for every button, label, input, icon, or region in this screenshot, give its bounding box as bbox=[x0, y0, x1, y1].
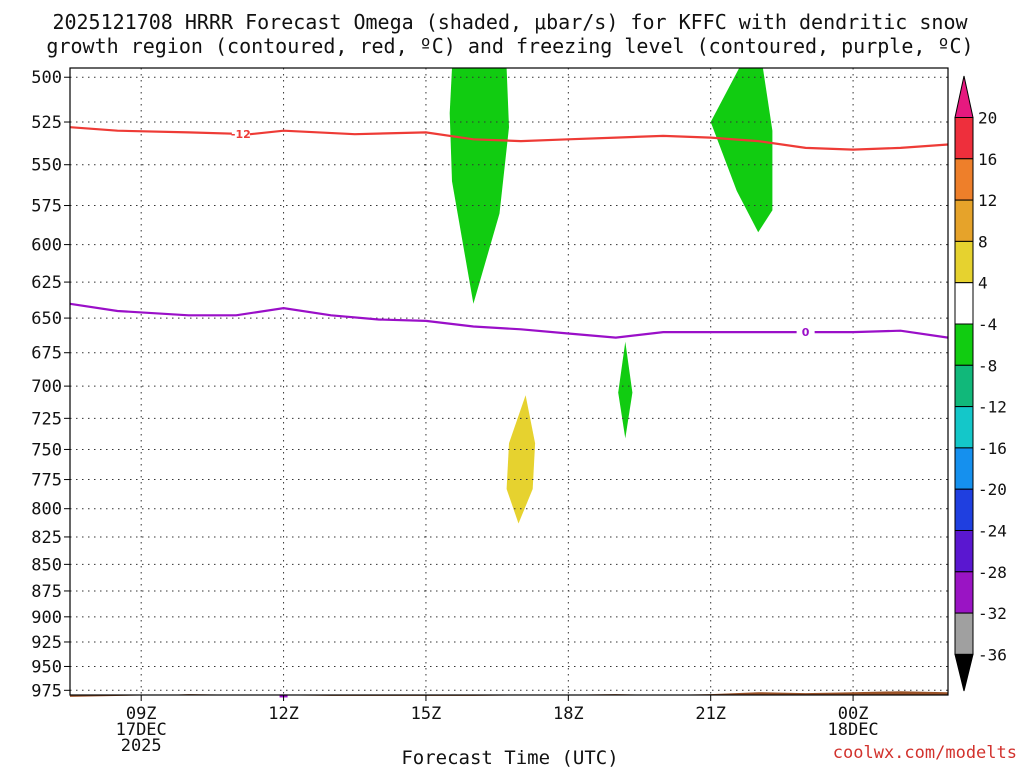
y-tick-label: 725 bbox=[31, 409, 62, 429]
y-tick-label: 500 bbox=[31, 68, 62, 88]
y-tick-label: 650 bbox=[31, 309, 62, 329]
y-tick-label: 950 bbox=[31, 657, 62, 677]
colorbar-swatch bbox=[954, 406, 974, 449]
y-tick-label: 775 bbox=[31, 471, 62, 491]
colorbar-label: -32 bbox=[978, 604, 1007, 623]
colorbar-swatch bbox=[954, 447, 974, 490]
y-tick-label: 850 bbox=[31, 555, 62, 575]
colorbar-swatch bbox=[954, 240, 974, 284]
omega-region-1 bbox=[449, 68, 509, 304]
y-tick-label: 825 bbox=[31, 528, 62, 548]
colorbar-label: 20 bbox=[978, 109, 997, 128]
x-tick-label: 09Z bbox=[126, 704, 157, 724]
terrain bbox=[70, 691, 948, 697]
y-tick-label: 800 bbox=[31, 500, 62, 520]
x-tick-label: 21Z bbox=[695, 704, 726, 724]
colorbar-label: 4 bbox=[978, 274, 988, 293]
y-tick-label: 600 bbox=[31, 236, 62, 256]
chart-title-line2: growth region (contoured, red, ºC) and f… bbox=[46, 34, 973, 58]
x-tick-label: 2025 bbox=[121, 736, 162, 756]
plot-frame bbox=[69, 67, 949, 696]
colorbar-swatch bbox=[954, 364, 974, 408]
colorbar-swatch bbox=[954, 158, 974, 201]
x-tick-label: 17DEC bbox=[116, 720, 167, 740]
colorbar-label: 16 bbox=[978, 150, 997, 169]
y-tick-label: 575 bbox=[31, 197, 62, 217]
contour-label: 0 bbox=[802, 326, 810, 339]
x-tick-label: 00Z bbox=[838, 704, 869, 724]
x-tick-label: 18DEC bbox=[827, 720, 878, 740]
colorbar-label: -8 bbox=[978, 356, 997, 375]
y-tick-label: 875 bbox=[31, 582, 62, 602]
credit-text: coolwx.com/modelts bbox=[833, 743, 1017, 763]
y-tick-label: 900 bbox=[31, 608, 62, 628]
colorbar-label: -12 bbox=[978, 398, 1007, 417]
y-tick-label: 525 bbox=[31, 113, 62, 133]
colorbar-top-arrow bbox=[954, 75, 974, 118]
colorbar-swatch bbox=[954, 323, 974, 366]
colorbar-label: -36 bbox=[978, 645, 1007, 664]
colorbar-bottom-arrow bbox=[954, 653, 974, 692]
colorbar-swatch bbox=[954, 199, 974, 242]
x-tick-label: 18Z bbox=[553, 704, 584, 724]
y-tick-label: 625 bbox=[31, 273, 62, 293]
y-tick-label: 700 bbox=[31, 377, 62, 397]
contour-dendritic bbox=[69, 126, 949, 151]
colorbar-swatch bbox=[954, 282, 974, 325]
y-tick-label: 925 bbox=[31, 633, 62, 653]
y-tick-label: 675 bbox=[31, 344, 62, 364]
colorbar-label: 8 bbox=[978, 232, 988, 251]
contour-label-bg bbox=[796, 325, 815, 339]
contour-label: -12 bbox=[231, 128, 251, 141]
omega-region-2 bbox=[710, 68, 773, 233]
plot-area: -12 0 bbox=[69, 68, 949, 698]
colorbar: 20 16 12 8 4 -4 -8 -12 -16 -20 -24 -28 -32 -36 bbox=[954, 75, 1007, 692]
colorbar-swatch bbox=[954, 571, 974, 614]
colorbar-swatch bbox=[954, 530, 974, 573]
colorbar-label: -24 bbox=[978, 522, 1007, 541]
colorbar-swatch bbox=[954, 117, 974, 160]
chart-title-line1: 2025121708 HRRR Forecast Omega (shaded, … bbox=[52, 10, 968, 34]
contour-freezing bbox=[69, 302, 949, 339]
colorbar-label: -28 bbox=[978, 563, 1007, 582]
colorbar-swatch bbox=[954, 612, 974, 655]
colorbar-label: -16 bbox=[978, 439, 1007, 458]
y-tick-label: 750 bbox=[31, 440, 62, 460]
x-axis-label: Forecast Time (UTC) bbox=[401, 747, 618, 768]
x-tick-label: 15Z bbox=[411, 704, 442, 724]
y-tick-label: 550 bbox=[31, 156, 62, 176]
colorbar-label: -20 bbox=[978, 480, 1007, 499]
omega-region-3 bbox=[618, 341, 633, 439]
contour-label-bg bbox=[231, 127, 250, 141]
omega-region-4 bbox=[506, 395, 536, 524]
y-tick-label: 975 bbox=[31, 681, 62, 701]
x-tick-label: 12Z bbox=[268, 704, 299, 724]
colorbar-swatch bbox=[954, 488, 974, 532]
colorbar-label: 12 bbox=[978, 191, 997, 210]
colorbar-label: -4 bbox=[978, 315, 997, 334]
